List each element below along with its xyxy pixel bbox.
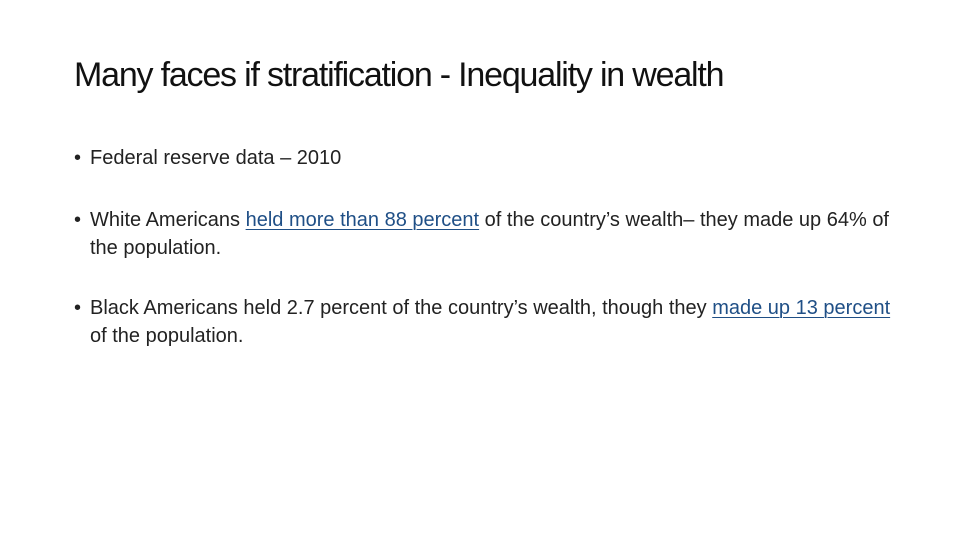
slide-title: Many faces if stratification - Inequalit… [74, 56, 725, 94]
hyperlink-13-percent[interactable]: made up 13 percent [712, 297, 891, 319]
bullet-text: Federal reserve data – 2010 [90, 147, 342, 169]
bullet-text-before: White Americans [90, 209, 246, 231]
bullet-text-after: of the country’s wealth– they made up 64… [90, 209, 889, 259]
bullet-item-white-americans: • White Americans held more than 88 perc… [74, 206, 904, 262]
bullet-text-after: of the population. [90, 325, 244, 347]
hyperlink-88-percent[interactable]: held more than 88 percent [245, 209, 480, 231]
bullet-list: • Federal reserve data – 2010 • White Am… [74, 144, 904, 384]
bullet-marker: • [74, 297, 82, 319]
bullet-item-black-americans: • Black Americans held 2.7 percent of th… [74, 294, 904, 350]
bullet-item-federal-reserve: • Federal reserve data – 2010 [74, 144, 904, 172]
bullet-marker: • [74, 147, 82, 169]
bullet-text-before: Black Americans held 2.7 percent of the … [90, 297, 713, 319]
bullet-marker: • [74, 209, 82, 231]
